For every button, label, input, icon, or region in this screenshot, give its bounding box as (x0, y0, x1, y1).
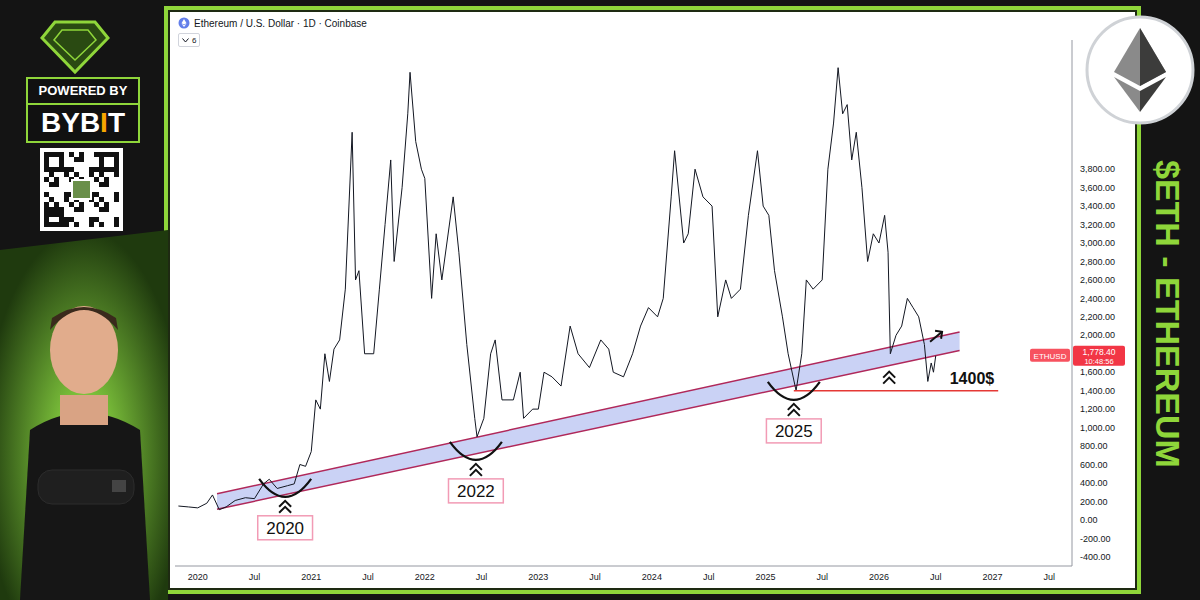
html-text:$ETH - ETHEREUM: $ETH - ETHEREUM (1149, 160, 1187, 468)
svg-text:2020: 2020 (266, 519, 304, 538)
svg-text:3,200.00: 3,200.00 (1080, 220, 1115, 230)
svg-text:800.00: 800.00 (1080, 441, 1108, 451)
html-text:Ethereum / U.S. Dollar · 1D ·: Ethereum / U.S. Dollar · 1D · Coinbase (194, 17, 367, 29)
svg-text:2,600.00: 2,600.00 (1080, 275, 1115, 285)
svg-text:Jul: Jul (476, 572, 488, 582)
svg-text:Jul: Jul (816, 572, 828, 582)
svg-text:2025: 2025 (755, 572, 775, 582)
svg-text:3,800.00: 3,800.00 (1080, 164, 1115, 174)
svg-text:Jul: Jul (1044, 572, 1056, 582)
svg-text:200.00: 200.00 (1080, 497, 1108, 507)
svg-text:3,600.00: 3,600.00 (1080, 183, 1115, 193)
svg-text:2024: 2024 (642, 572, 662, 582)
svg-text:1,600.00: 1,600.00 (1080, 367, 1115, 377)
svg-text:400.00: 400.00 (1080, 478, 1108, 488)
svg-text:2022: 2022 (415, 572, 435, 582)
svg-text:1,400.00: 1,400.00 (1080, 386, 1115, 396)
svg-text:1,000.00: 1,000.00 (1080, 423, 1115, 433)
svg-text:2025: 2025 (775, 422, 813, 441)
svg-text:2,400.00: 2,400.00 (1080, 294, 1115, 304)
svg-text:Jul: Jul (703, 572, 715, 582)
svg-text:-400.00: -400.00 (1080, 552, 1111, 562)
html-text:POWERED BY: POWERED BY (38, 83, 128, 98)
svg-text:2022: 2022 (457, 482, 495, 501)
svg-text:3,000.00: 3,000.00 (1080, 238, 1115, 248)
svg-text:Jul: Jul (362, 572, 374, 582)
svg-text:Jul: Jul (249, 572, 261, 582)
svg-text:600.00: 600.00 (1080, 460, 1108, 470)
svg-text:0.00: 0.00 (1080, 515, 1098, 525)
html-text:6: 6 (192, 35, 197, 45)
svg-text:2026: 2026 (869, 572, 889, 582)
svg-text:1,778.40: 1,778.40 (1082, 347, 1115, 357)
svg-text:2023: 2023 (528, 572, 548, 582)
svg-text:2021: 2021 (301, 572, 321, 582)
svg-text:ETHUSD: ETHUSD (1034, 352, 1067, 361)
svg-text:2020: 2020 (188, 572, 208, 582)
svg-text:2,800.00: 2,800.00 (1080, 257, 1115, 267)
svg-text:1,200.00: 1,200.00 (1080, 404, 1115, 414)
svg-text:2027: 2027 (983, 572, 1003, 582)
svg-text:2,200.00: 2,200.00 (1080, 312, 1115, 322)
svg-text:1400$: 1400$ (950, 370, 995, 387)
svg-text:3,400.00: 3,400.00 (1080, 201, 1115, 211)
svg-text:Jul: Jul (589, 572, 601, 582)
svg-text:Jul: Jul (930, 572, 942, 582)
svg-text:-200.00: -200.00 (1080, 534, 1111, 544)
html-text:BYB I T: BYB I T (41, 107, 125, 138)
svg-text:10:48:56: 10:48:56 (1084, 357, 1113, 366)
svg-text:2,000.00: 2,000.00 (1080, 330, 1115, 340)
